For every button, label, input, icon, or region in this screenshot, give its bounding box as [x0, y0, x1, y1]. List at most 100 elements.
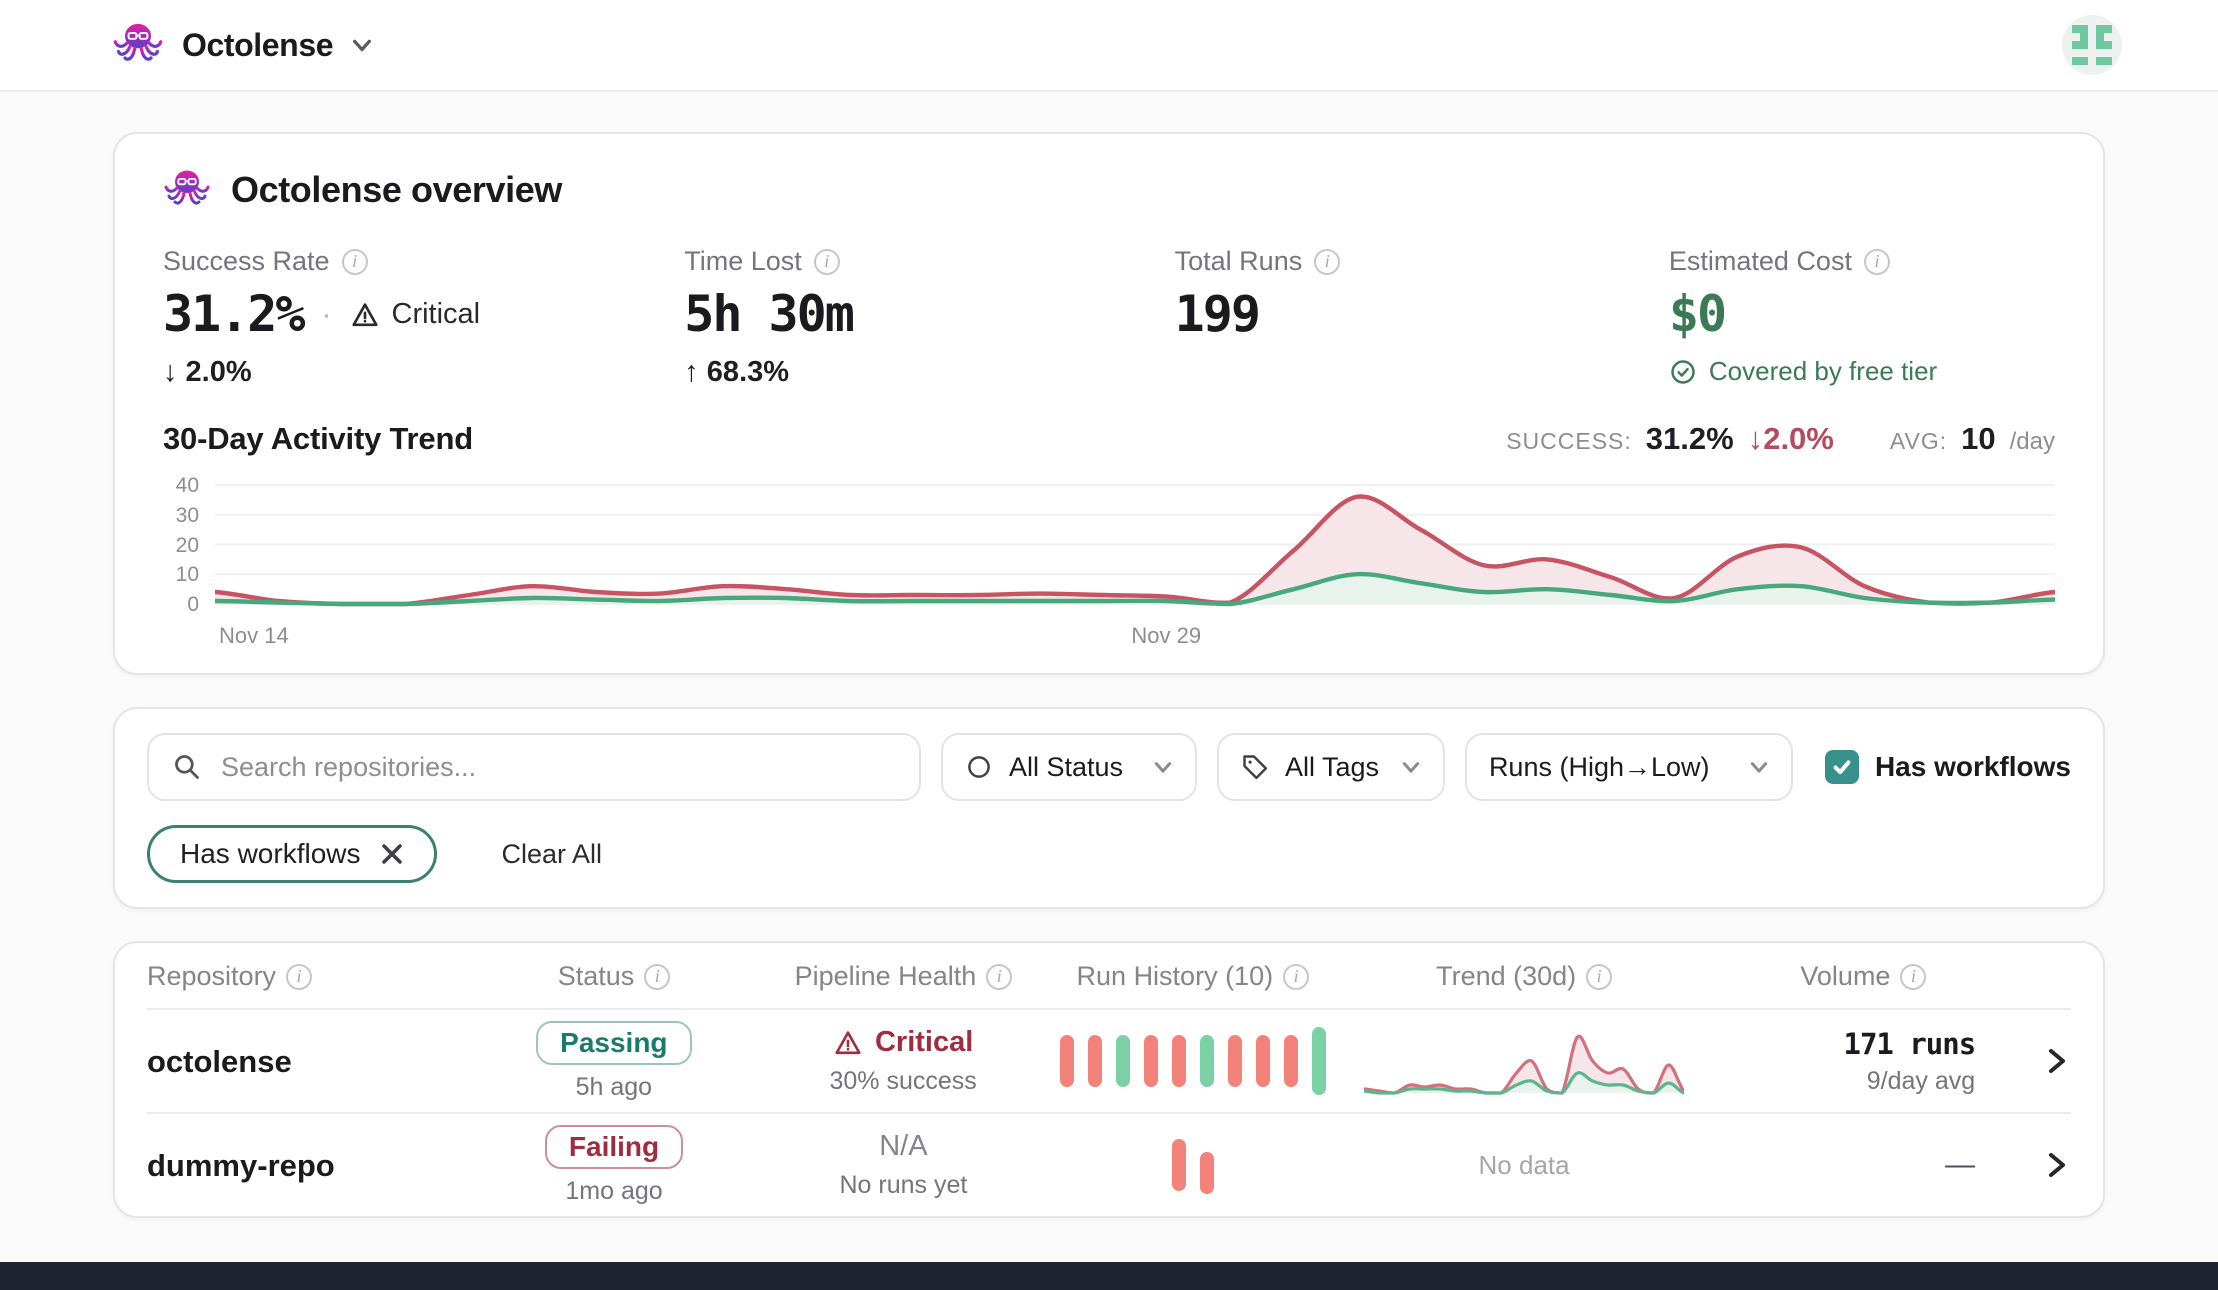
- chevron-down-icon: [353, 39, 372, 52]
- bottom-bar: [0, 1262, 2218, 1290]
- status-filter-value: All Status: [1008, 751, 1123, 782]
- run-bar-success[interactable]: [1115, 1035, 1130, 1087]
- trend-sparkline-svg: [1364, 1021, 1685, 1101]
- app-switcher[interactable]: Octolense: [112, 19, 373, 71]
- active-filter-chip[interactable]: Has workflows: [147, 825, 438, 883]
- status-time: 1mo ago: [565, 1176, 663, 1205]
- run-bar-fail[interactable]: [1199, 1152, 1214, 1194]
- trend-cell: [1325, 1021, 1724, 1101]
- stat-value: 199: [1174, 285, 1261, 343]
- info-icon[interactable]: [286, 963, 313, 990]
- status-filter-select[interactable]: All Status: [940, 733, 1197, 801]
- info-icon[interactable]: [1863, 248, 1890, 275]
- stat-value: $0: [1668, 285, 1727, 343]
- dot-separator: ·: [321, 297, 332, 331]
- status-cell: Failing 1mo ago: [482, 1124, 745, 1206]
- octolense-logo-icon: [112, 19, 164, 71]
- info-icon[interactable]: [1900, 963, 1927, 990]
- run-bar-fail[interactable]: [1087, 1035, 1102, 1087]
- info-icon[interactable]: [1586, 963, 1613, 990]
- run-bar-fail[interactable]: [1059, 1035, 1074, 1087]
- stat-label: Success Rate: [163, 246, 330, 276]
- clear-all-button[interactable]: Clear All: [489, 837, 614, 872]
- volume-cell: 171 runs 9/day avg: [1724, 1027, 2003, 1096]
- run-bar-success[interactable]: [1199, 1035, 1214, 1087]
- status-cell: Passing 5h ago: [482, 1020, 745, 1102]
- avg-unit: /day: [2009, 428, 2055, 455]
- has-workflows-toggle[interactable]: Has workflows: [1824, 750, 2071, 784]
- avg-value: 10: [1961, 421, 1996, 456]
- stat-success-rate: Success Rate 31.2% · Critical ↓ 2.0%: [163, 246, 684, 389]
- chevron-right-icon[interactable]: [2043, 1151, 2071, 1179]
- stat-delta: ↓ 2.0%: [163, 356, 252, 388]
- search-box[interactable]: [147, 733, 921, 801]
- y-tick: 20: [175, 533, 199, 557]
- stats-grid: Success Rate 31.2% · Critical ↓ 2.0%: [163, 246, 2055, 389]
- volume-cell: —: [1724, 1148, 2003, 1182]
- column-header-pipeline-health: Pipeline Health: [746, 961, 1061, 992]
- column-header-trend: Trend (30d): [1325, 961, 1724, 992]
- column-header-status: Status: [482, 961, 745, 992]
- run-bar-fail[interactable]: [1171, 1035, 1186, 1087]
- run-bar-fail[interactable]: [1283, 1035, 1298, 1087]
- stat-delta: ↑ 68.3%: [684, 356, 790, 388]
- user-avatar[interactable]: [2062, 15, 2122, 75]
- stat-time-lost: Time Lost 5h 30m ↑ 68.3%: [684, 246, 1174, 389]
- avg-label: AVG:: [1889, 428, 1948, 454]
- run-bar-fail[interactable]: [1171, 1139, 1186, 1191]
- chart-plot-area: [215, 473, 2055, 617]
- chevron-right-icon[interactable]: [2043, 1047, 2071, 1075]
- chart-x-axis: Nov 14 Nov 29: [215, 617, 2055, 649]
- trend-title: 30-Day Activity Trend: [163, 421, 473, 456]
- identicon-image: [2072, 25, 2112, 65]
- health-sub: No runs yet: [839, 1171, 968, 1199]
- info-icon[interactable]: [644, 963, 671, 990]
- warning-triangle-icon: [351, 302, 378, 326]
- checkbox-checked-icon[interactable]: [1824, 750, 1859, 784]
- octolense-logo-icon: [163, 166, 211, 214]
- info-icon[interactable]: [1314, 248, 1341, 275]
- sort-select[interactable]: Runs (High→Low): [1464, 733, 1793, 801]
- run-bar-fail[interactable]: [1255, 1035, 1270, 1087]
- stat-label: Total Runs: [1174, 246, 1303, 276]
- stat-label: Time Lost: [684, 246, 802, 276]
- x-tick: Nov 29: [1131, 623, 1202, 648]
- table-row[interactable]: dummy-repo Failing 1mo ago N/A No runs y…: [147, 1112, 2071, 1216]
- info-icon[interactable]: [1283, 963, 1310, 990]
- run-bar-success[interactable]: [1311, 1027, 1326, 1095]
- y-tick: 0: [187, 593, 199, 617]
- stat-label: Estimated Cost: [1668, 246, 1852, 276]
- chevron-down-icon: [1402, 762, 1420, 773]
- column-header-repository: Repository: [147, 961, 482, 992]
- search-input[interactable]: [217, 749, 895, 785]
- volume-value: —: [1945, 1148, 1976, 1181]
- filter-bar: All Status All Tags Runs (High→Low) H: [113, 707, 2105, 909]
- chart-y-axis: 40 30 20 10 0: [163, 473, 215, 617]
- success-delta: ↓2.0%: [1747, 421, 1834, 456]
- tag-icon: [1243, 755, 1268, 780]
- check-circle-icon: [1671, 359, 1695, 384]
- run-history-bars: [1061, 1139, 1324, 1194]
- table-row[interactable]: octolense Passing 5h ago Critical 30% su…: [147, 1008, 2071, 1112]
- app-name: Octolense: [182, 26, 334, 63]
- tags-filter-select[interactable]: All Tags: [1216, 733, 1445, 801]
- close-icon[interactable]: [380, 842, 404, 866]
- main-content: Octolense overview Success Rate 31.2% · …: [113, 132, 2105, 1218]
- status-badge: Passing: [536, 1020, 692, 1065]
- page-title: Octolense overview: [231, 169, 562, 210]
- info-icon[interactable]: [986, 963, 1013, 990]
- no-data-label: No data: [1478, 1149, 1570, 1180]
- repositories-table: Repository Status Pipeline Health Run Hi…: [113, 941, 2105, 1218]
- trend-metrics: SUCCESS: 31.2% ↓2.0% AVG: 10 /day: [1506, 421, 2055, 457]
- run-bar-fail[interactable]: [1143, 1035, 1158, 1087]
- y-tick: 30: [175, 503, 199, 527]
- run-bar-fail[interactable]: [1227, 1035, 1242, 1087]
- info-icon[interactable]: [341, 248, 368, 275]
- repo-name[interactable]: dummy-repo: [147, 1147, 335, 1183]
- chevron-down-icon: [1154, 762, 1172, 773]
- volume-value: 171 runs: [1843, 1026, 1976, 1061]
- info-icon[interactable]: [813, 248, 840, 275]
- search-icon: [175, 755, 199, 779]
- repo-name[interactable]: octolense: [147, 1043, 292, 1079]
- pipeline-health-cell: Critical 30% success: [746, 1026, 1061, 1096]
